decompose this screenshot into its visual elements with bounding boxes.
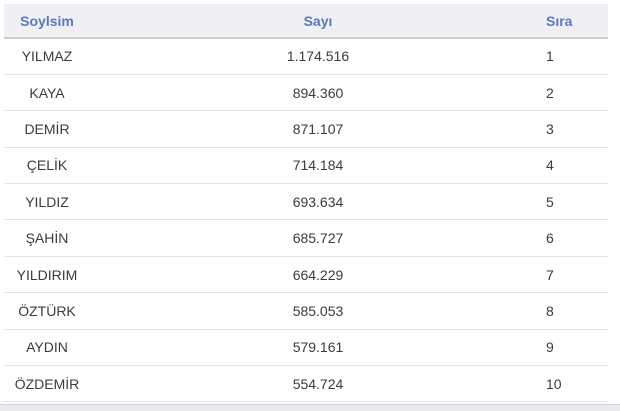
count-cell: 554.724 [90, 365, 546, 403]
table-row: ÇELİK 714.184 4 [4, 147, 608, 185]
surname-cell: KAYA [4, 74, 90, 112]
table-row: ŞAHİN 685.727 6 [4, 219, 608, 257]
rank-cell: 1 [546, 38, 608, 75]
table-row: ÖZTÜRK 585.053 8 [4, 292, 608, 330]
count-cell: 664.229 [90, 256, 546, 294]
table-row: DEMİR 871.107 3 [4, 110, 608, 148]
count-cell: 1.174.516 [90, 38, 546, 75]
surname-cell: ÖZTÜRK [4, 292, 90, 330]
surname-cell: YILMAZ [4, 38, 90, 75]
count-cell: 714.184 [90, 147, 546, 185]
table-row: ÖZDEMİR 554.724 10 [4, 365, 608, 403]
table-row: KAYA 894.360 2 [4, 74, 608, 112]
table-row: YILDIZ 693.634 5 [4, 183, 608, 221]
rank-cell: 5 [546, 183, 608, 221]
rank-cell: 10 [546, 365, 608, 403]
surname-rank-table: Soylsim Sayı Sıra YILMAZ 1.174.516 1 KAYA 89… [4, 4, 608, 403]
surname-cell: ÖZDEMİR [4, 365, 90, 403]
rank-cell: 4 [546, 147, 608, 185]
count-cell: 685.727 [90, 219, 546, 257]
column-header-count[interactable]: Sayı [90, 4, 546, 39]
column-header-rank[interactable]: Sıra [546, 4, 608, 39]
surname-cell: DEMİR [4, 110, 90, 148]
rank-cell: 8 [546, 292, 608, 330]
column-header-surname[interactable]: Soylsim [4, 4, 90, 39]
rank-cell: 6 [546, 219, 608, 257]
count-cell: 894.360 [90, 74, 546, 112]
rank-cell: 2 [546, 74, 608, 112]
footer-strip [0, 404, 620, 411]
count-cell: 579.161 [90, 329, 546, 367]
rank-cell: 7 [546, 256, 608, 294]
surname-cell: YILDIZ [4, 183, 90, 221]
count-cell: 693.634 [90, 183, 546, 221]
surname-cell: YILDIRIM [4, 256, 90, 294]
table-body: YILMAZ 1.174.516 1 KAYA 894.360 2 DEMİR 871.107… [4, 38, 608, 403]
count-cell: 585.053 [90, 292, 546, 330]
header-row: Soylsim Sayı Sıra [4, 4, 608, 39]
table-row: YILMAZ 1.174.516 1 [4, 38, 608, 75]
surname-cell: AYDIN [4, 329, 90, 367]
surname-cell: ŞAHİN [4, 219, 90, 257]
table-header: Soylsim Sayı Sıra [4, 4, 608, 39]
table-row: AYDIN 579.161 9 [4, 329, 608, 367]
table-row: YILDIRIM 664.229 7 [4, 256, 608, 294]
count-cell: 871.107 [90, 110, 546, 148]
rank-cell: 9 [546, 329, 608, 367]
rank-cell: 3 [546, 110, 608, 148]
surname-cell: ÇELİK [4, 147, 90, 185]
